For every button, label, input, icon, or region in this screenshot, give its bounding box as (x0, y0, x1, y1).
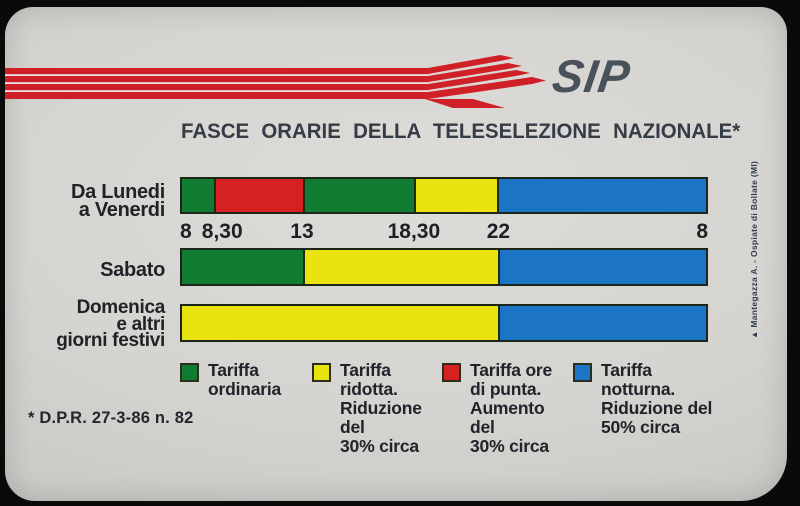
bar-segment-green (182, 179, 214, 212)
legend-label-line: notturna. (601, 379, 676, 399)
legend-label-line: Riduzione del (601, 398, 713, 418)
legend: Tariffa ordinaria Tariffa ridotta. Riduzione… (180, 361, 740, 456)
legend-label-line: 30% circa (470, 436, 549, 456)
row-label-weekdays: Da Lunedi a Venerdi (15, 181, 166, 221)
bar-segment-blue (497, 250, 706, 284)
legend-swatch-red (442, 363, 461, 382)
legend-swatch-green (180, 363, 199, 382)
bar-segment-green (182, 250, 304, 284)
bar-row-saturday (180, 248, 708, 286)
legend-swatch-blue (573, 363, 592, 382)
printer-credit: ▲ Mantegazza A. - Ospiate di Bollate (MI… (749, 160, 759, 339)
legend-label-line: Aumento del (470, 398, 545, 437)
time-tick-label: 8,30 (201, 220, 243, 243)
time-tick-label: 22 (486, 220, 511, 243)
legend-label: Tariffa ridotta. Riduzione del 30% circa (340, 361, 442, 456)
bar-segment-blue (496, 179, 706, 212)
legend-label-line: 30% circa (340, 436, 419, 456)
row-label-line: giorni festivi (56, 330, 165, 351)
row-label-sunday-holidays: Domenica e altri giorni festivi (15, 297, 166, 351)
time-tick-label: 8 (180, 220, 192, 243)
legend-label-line: Tariffa (601, 360, 652, 380)
legend-item-blue: Tariffa notturna. Riduzione del 50% circa (573, 361, 740, 456)
time-axis: 8 8,30 13 18,30 22 8 (180, 220, 708, 244)
time-tick-label: 13 (290, 220, 314, 243)
legend-label: Tariffa ordinaria (208, 361, 281, 456)
bar-segment-green (302, 179, 414, 212)
bar-row-sunday-holidays (180, 304, 708, 342)
legend-item-red: Tariffa ore di punta. Aumento del 30% circa (442, 361, 573, 456)
legend-swatch-yellow (312, 363, 331, 382)
row-label-saturday: Sabato (15, 259, 165, 281)
sip-wordmark: SIP (549, 50, 634, 102)
legend-item-green: Tariffa ordinaria (180, 361, 312, 456)
legend-label-line: Tariffa (208, 360, 259, 380)
bar-segment-yellow (182, 306, 498, 340)
bar-segment-yellow (413, 179, 497, 212)
legend-label: Tariffa ore di punta. Aumento del 30% circa (470, 361, 573, 456)
row-label-line: Sabato (100, 259, 165, 281)
bar-row-weekdays (180, 177, 708, 214)
bar-segment-blue (497, 306, 706, 340)
legend-label-line: 50% circa (601, 417, 680, 437)
phone-card: SIP FASCE ORARIE DELLA TELESELEZIONE NAZ… (5, 7, 787, 501)
legend-label-line: ordinaria (208, 379, 282, 399)
time-tick-label: 8 (696, 220, 708, 243)
footnote: * D.P.R. 27-3-86 n. 82 (28, 409, 194, 427)
sip-stripes-logo (5, 55, 546, 108)
legend-label-line: ridotta. (340, 379, 398, 399)
legend-item-yellow: Tariffa ridotta. Riduzione del 30% circa (312, 361, 442, 456)
bar-segment-red (213, 179, 303, 212)
row-label-line: e altri (116, 313, 165, 335)
time-tick-label: 18,30 (387, 220, 441, 243)
row-label-line: Da Lunedi (71, 181, 165, 203)
legend-label: Tariffa notturna. Riduzione del 50% circa (601, 361, 712, 456)
bar-segment-yellow (303, 250, 498, 284)
legend-label-line: Tariffa ore (470, 360, 553, 380)
chart-title: FASCE ORARIE DELLA TELESELEZIONE NAZIONA… (181, 119, 741, 143)
legend-label-line: Tariffa (340, 360, 391, 380)
row-label-line: a Venerdi (78, 199, 166, 221)
legend-label-line: di punta. (470, 379, 542, 399)
legend-label-line: Riduzione del (340, 398, 422, 437)
row-label-line: Domenica (76, 297, 166, 318)
